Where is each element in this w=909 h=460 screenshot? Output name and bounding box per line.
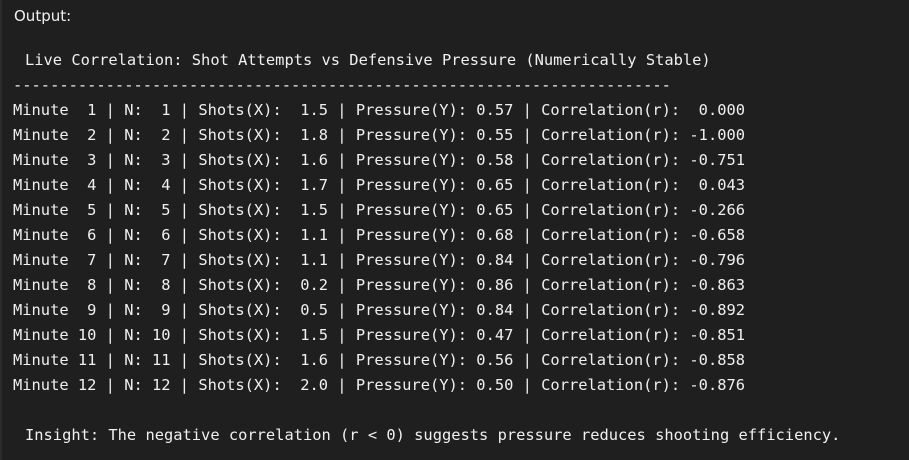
separator: ----------------------------------------…: [13, 76, 671, 94]
output-row: Minute 2 | N: 2 | Shots(X): 1.8 | Pressu…: [13, 126, 746, 144]
output-row: Minute 4 | N: 4 | Shots(X): 1.7 | Pressu…: [13, 176, 746, 194]
output-row: Minute 3 | N: 3 | Shots(X): 1.6 | Pressu…: [13, 151, 746, 169]
output-row: Minute 10 | N: 10 | Shots(X): 1.5 | Pres…: [13, 326, 746, 344]
output-row: Minute 11 | N: 11 | Shots(X): 1.6 | Pres…: [13, 351, 746, 369]
output-row: Minute 8 | N: 8 | Shots(X): 0.2 | Pressu…: [13, 276, 746, 294]
output-row: Minute 6 | N: 6 | Shots(X): 1.1 | Pressu…: [13, 226, 746, 244]
output-row: Minute 12 | N: 12 | Shots(X): 2.0 | Pres…: [13, 376, 746, 394]
output-row: Minute 9 | N: 9 | Shots(X): 0.5 | Pressu…: [13, 301, 746, 319]
output-row: Minute 7 | N: 7 | Shots(X): 1.1 | Pressu…: [13, 251, 746, 269]
insight: Insight: The negative correlation (r < 0…: [25, 426, 841, 444]
output-label: Output:: [14, 7, 72, 25]
output-row: Minute 1 | N: 1 | Shots(X): 1.5 | Pressu…: [13, 101, 746, 119]
output-title: Live Correlation: Shot Attempts vs Defen…: [25, 51, 711, 69]
output-row: Minute 5 | N: 5 | Shots(X): 1.5 | Pressu…: [13, 201, 746, 219]
